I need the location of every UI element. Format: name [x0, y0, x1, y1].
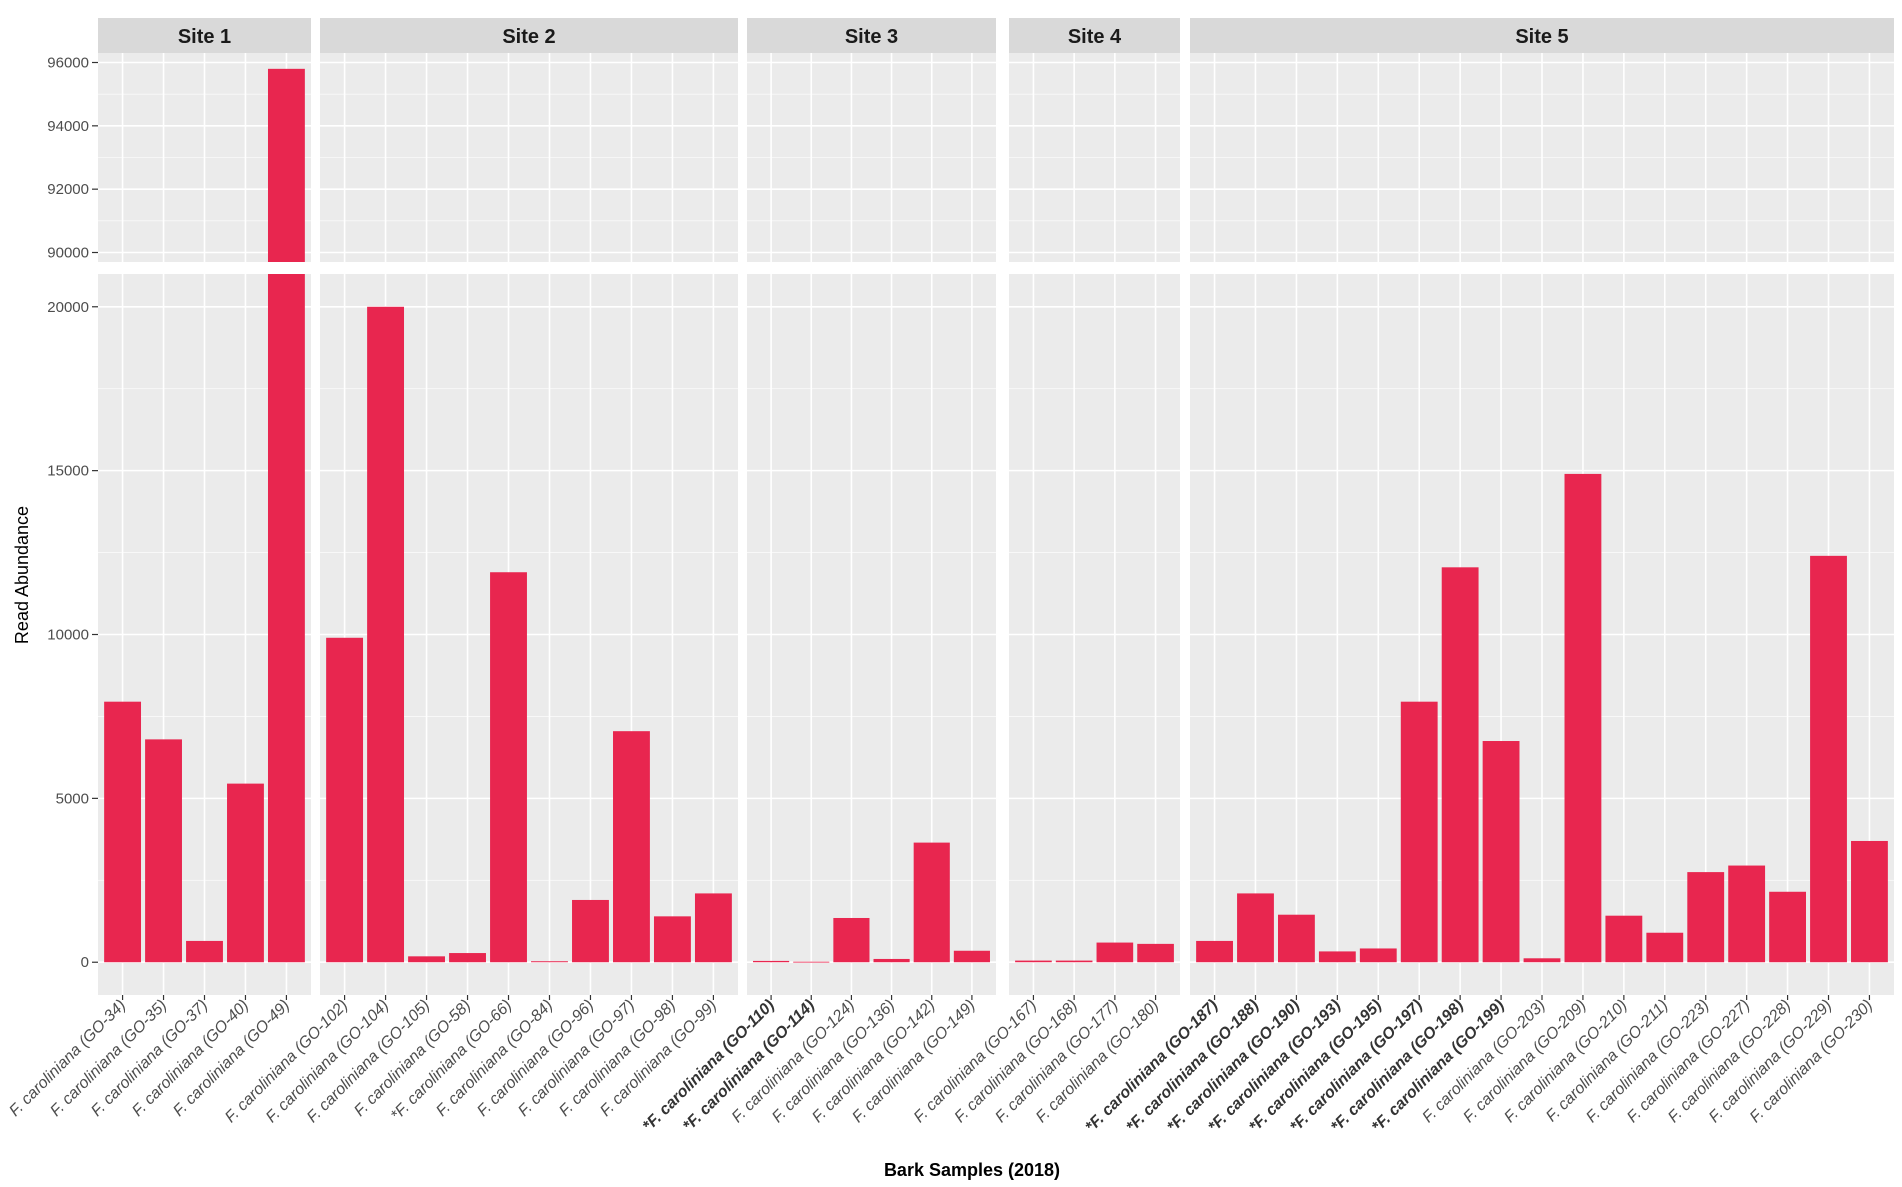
bar--f-caroliniana-go-197-: [1400, 701, 1438, 963]
y-tick-label: 94000: [47, 118, 89, 135]
facet-strip-label: Site 3: [845, 26, 898, 48]
bar-f-caroliniana-go-124-: [833, 917, 870, 963]
bar-f-caroliniana-go-35-: [145, 739, 182, 963]
bar-f-caroliniana-go-211-: [1646, 932, 1684, 963]
bar-f-caroliniana-go-84-: [531, 961, 568, 963]
bar-f-caroliniana-go-49-: [267, 274, 305, 963]
bar-f-caroliniana-go-168-: [1055, 960, 1093, 963]
bar-f-caroliniana-go-96-: [572, 899, 609, 963]
bar-f-caroliniana-go-105-: [408, 956, 445, 963]
y-tick-label: 92000: [47, 181, 89, 198]
panels-layer: Site 1 Site 2 Site 3 Site 4 Site 5: [98, 18, 1894, 995]
facet-strip: [98, 18, 311, 53]
y-tick-label: 96000: [47, 55, 89, 72]
y-tick-label: 20000: [47, 299, 89, 316]
bar--f-caroliniana-go-66-: [490, 572, 527, 963]
bar-f-caroliniana-go-223-: [1687, 872, 1725, 963]
bar-f-caroliniana-go-228-: [1769, 891, 1806, 963]
bar--f-caroliniana-go-195-: [1359, 948, 1397, 963]
y-tick-label: 5000: [56, 790, 89, 807]
facet-strip-label: Site 5: [1515, 26, 1568, 48]
bar-f-caroliniana-go-210-: [1605, 915, 1643, 963]
bar--f-caroliniana-go-193-: [1318, 951, 1356, 963]
facet-strip: [1009, 18, 1180, 53]
bar-f-caroliniana-go-142-: [913, 842, 950, 963]
facet-strip: [747, 18, 996, 53]
bar--f-caroliniana-go-187-: [1196, 940, 1233, 963]
bar-f-caroliniana-go-102-: [326, 637, 364, 963]
bar-f-caroliniana-go-97-: [613, 731, 650, 963]
bar-f-caroliniana-go-98-: [653, 916, 691, 963]
y-axis-title: Read Abundance: [12, 506, 32, 644]
facet-strip-label: Site 4: [1068, 26, 1122, 48]
bar-f-caroliniana-go-177-: [1096, 942, 1134, 963]
bar-f-caroliniana-go-167-: [1015, 960, 1052, 963]
bar-f-caroliniana-go-180-: [1137, 943, 1174, 963]
bar--f-caroliniana-go-110-: [753, 960, 790, 963]
x-axis-layer: F. caroliniana (GO-34)F. caroliniana (GO…: [6, 995, 1876, 1136]
bar-f-caroliniana-go-136-: [873, 958, 910, 963]
bar--f-caroliniana-go-199-: [1482, 741, 1520, 963]
bar--f-caroliniana-go-198-: [1441, 567, 1479, 963]
bar-f-caroliniana-go-230-: [1851, 840, 1888, 963]
y-tick-label: 15000: [47, 463, 89, 480]
y-tick-label: 10000: [47, 627, 89, 644]
bar-f-caroliniana-go-37-: [186, 940, 223, 963]
bar-f-caroliniana-go-40-: [227, 783, 264, 963]
bar--f-caroliniana-go-188-: [1237, 893, 1274, 963]
bar-f-caroliniana-go-203-: [1523, 958, 1561, 963]
y-tick-label: 90000: [47, 245, 89, 262]
y-axis-layer: 90000 92000 94000 96000 0 5000 10000 15000 20000: [47, 55, 98, 971]
bar-f-caroliniana-go-227-: [1728, 865, 1766, 963]
x-axis-title: Bark Samples (2018): [884, 1160, 1060, 1180]
bar-f-caroliniana-go-49-: [267, 68, 305, 262]
bar-f-caroliniana-go-104-: [367, 306, 405, 963]
bar-f-caroliniana-go-149-: [953, 950, 990, 963]
bar-f-caroliniana-go-229-: [1810, 555, 1847, 963]
facet-strip: [1190, 18, 1894, 53]
bar-f-caroliniana-go-34-: [104, 701, 142, 963]
bar-f-caroliniana-go-58-: [449, 953, 486, 963]
facet-strip-label: Site 2: [502, 26, 555, 48]
bar--f-caroliniana-go-114-: [793, 961, 830, 963]
facet-strip: [320, 18, 738, 53]
bar-f-caroliniana-go-209-: [1564, 473, 1602, 963]
y-tick-label: 0: [81, 954, 89, 971]
bar-f-caroliniana-go-99-: [694, 893, 732, 963]
bar--f-caroliniana-go-190-: [1278, 914, 1315, 963]
facet-strip-label: Site 1: [178, 26, 231, 48]
